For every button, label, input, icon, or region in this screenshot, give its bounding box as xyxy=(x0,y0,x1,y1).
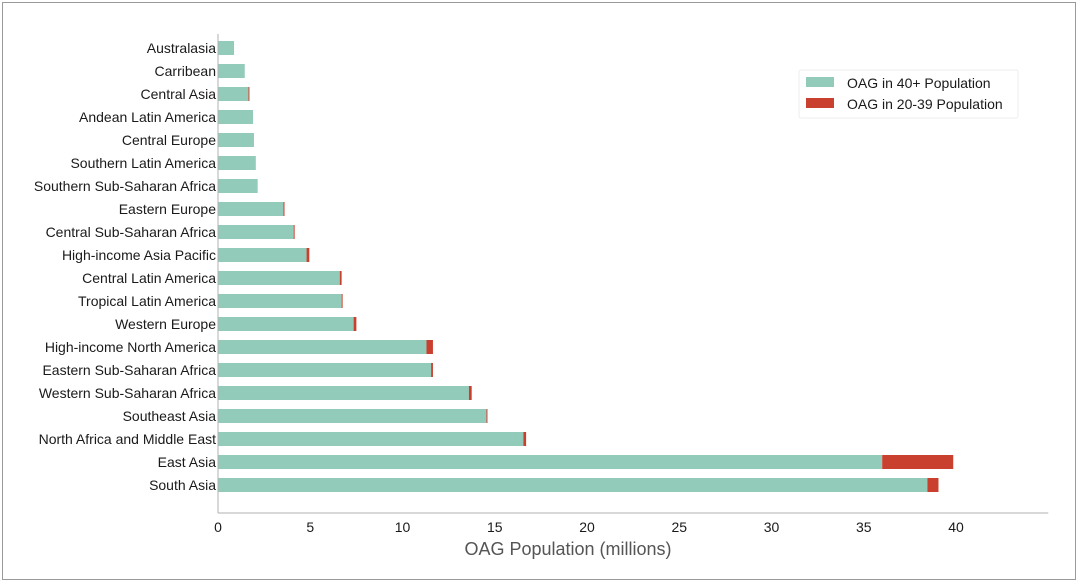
category-label: North Africa and Middle East xyxy=(39,431,217,447)
category-label: Western Sub-Saharan Africa xyxy=(39,385,216,401)
x-tick-label: 20 xyxy=(579,519,595,535)
bar-40plus xyxy=(218,478,928,492)
x-tick-labels: 0 5 10 15 20 25 30 35 40 xyxy=(214,519,964,535)
category-label: Southeast Asia xyxy=(123,408,217,424)
category-label: East Asia xyxy=(158,454,217,470)
x-tick-label: 35 xyxy=(856,519,872,535)
x-tick-label: 5 xyxy=(306,519,314,535)
bar-20-39 xyxy=(927,478,939,492)
category-label: Carribean xyxy=(155,63,216,79)
bar-40plus xyxy=(218,271,340,285)
bar-20-39 xyxy=(339,271,342,285)
bar-20-39 xyxy=(353,317,357,331)
x-tick-label: 25 xyxy=(671,519,687,535)
category-label: Andean Latin America xyxy=(79,109,216,125)
bar-40plus xyxy=(218,455,883,469)
legend-label-20-39: OAG in 20-39 Population xyxy=(847,96,1003,112)
bar-40plus xyxy=(218,248,307,262)
category-label: Southern Latin America xyxy=(70,155,216,171)
category-label: Eastern Sub-Saharan Africa xyxy=(42,362,216,378)
x-axis-title: OAG Population (millions) xyxy=(464,539,671,559)
category-label: Central Asia xyxy=(141,86,217,102)
bar-40plus xyxy=(218,156,256,170)
bar-40plus xyxy=(218,202,284,216)
bar-20-39 xyxy=(293,225,295,239)
x-tick-label: 0 xyxy=(214,519,222,535)
category-label: Central Latin America xyxy=(82,270,216,286)
bar-40plus xyxy=(218,386,469,400)
x-tick-label: 40 xyxy=(948,519,964,535)
category-label: Central Europe xyxy=(122,132,216,148)
bar-20-39 xyxy=(426,340,433,354)
bar-40plus xyxy=(218,87,249,101)
bar-40plus xyxy=(218,432,524,446)
legend-swatch-20-39 xyxy=(806,98,834,108)
category-label: Australasia xyxy=(147,40,216,56)
bar-40plus xyxy=(218,64,245,78)
bar-20-39 xyxy=(341,294,343,308)
bar-40plus xyxy=(218,294,342,308)
legend-label-40plus: OAG in 40+ Population xyxy=(847,75,991,91)
category-label: Western Europe xyxy=(115,316,216,332)
bar-40plus xyxy=(218,225,294,239)
legend-swatch-40plus xyxy=(806,77,834,87)
bar-20-39 xyxy=(523,432,527,446)
category-label: High-income Asia Pacific xyxy=(62,247,216,263)
category-label: High-income North America xyxy=(45,339,216,355)
bar-40plus xyxy=(218,317,354,331)
bar-20-39 xyxy=(283,202,285,216)
legend-box xyxy=(798,69,1019,119)
bars-group xyxy=(218,41,954,492)
bar-20-39 xyxy=(486,409,488,423)
bar-40plus xyxy=(218,110,254,124)
bar-20-39 xyxy=(306,248,310,262)
category-label: Tropical Latin America xyxy=(78,293,216,309)
bar-20-39 xyxy=(431,363,433,377)
bar-40plus xyxy=(218,340,427,354)
category-label: Eastern Europe xyxy=(119,201,216,217)
category-labels: Australasia Carribean Central Asia Andean L… xyxy=(34,40,216,493)
bar-40plus xyxy=(218,409,487,423)
x-tick-label: 30 xyxy=(764,519,780,535)
bar-40plus xyxy=(218,41,235,55)
category-label: Central Sub-Saharan Africa xyxy=(46,224,217,240)
legend: OAG in 40+ Population OAG in 20-39 Popul… xyxy=(798,69,1019,119)
x-tick-label: 15 xyxy=(487,519,503,535)
bar-20-39 xyxy=(882,455,954,469)
bar-40plus xyxy=(218,133,254,147)
bar-40plus xyxy=(218,363,432,377)
bar-40plus xyxy=(218,179,258,193)
category-label: Southern Sub-Saharan Africa xyxy=(34,178,216,194)
bar-20-39 xyxy=(468,386,472,400)
x-tick-label: 10 xyxy=(395,519,411,535)
category-label: South Asia xyxy=(149,477,216,493)
bar-20-39 xyxy=(248,87,250,101)
